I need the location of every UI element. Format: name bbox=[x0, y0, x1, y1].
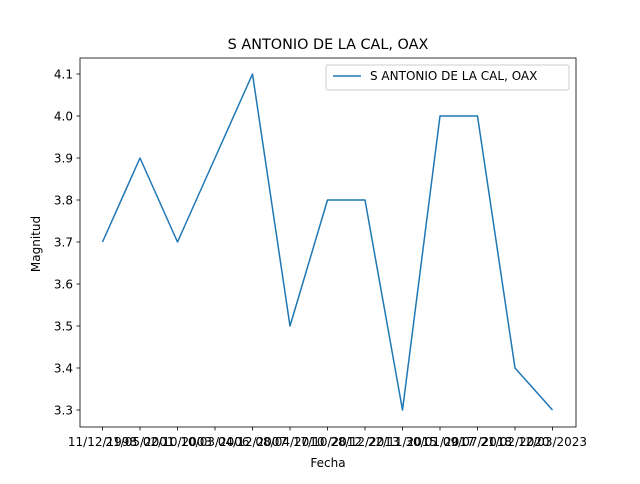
y-tick-label: 3.9 bbox=[54, 152, 73, 166]
y-tick-label: 3.8 bbox=[54, 194, 73, 208]
y-axis: 3.3 3.4 3.5 3.6 3.7 3.8 3.9 4.0 4.1 bbox=[54, 68, 80, 418]
y-tick-label: 3.5 bbox=[54, 320, 73, 334]
y-tick-label: 3.3 bbox=[54, 404, 73, 418]
plot-frame bbox=[80, 58, 576, 427]
legend-label: S ANTONIO DE LA CAL, OAX bbox=[370, 69, 537, 83]
chart-title: S ANTONIO DE LA CAL, OAX bbox=[228, 37, 429, 53]
y-tick-label: 4.1 bbox=[54, 68, 73, 82]
legend: S ANTONIO DE LA CAL, OAX bbox=[326, 65, 569, 90]
y-axis-label: Magnitud bbox=[29, 216, 43, 272]
plot-area bbox=[80, 58, 576, 427]
series-layer bbox=[102, 74, 552, 410]
y-tick-label: 3.6 bbox=[54, 278, 73, 292]
y-tick-label: 3.4 bbox=[54, 362, 73, 376]
y-tick-label: 3.7 bbox=[54, 236, 73, 250]
x-axis: 11/12/199821/05/200102/10/200310/03/2006… bbox=[68, 427, 587, 449]
series-line bbox=[103, 74, 553, 410]
x-axis-label: Fecha bbox=[310, 456, 345, 470]
x-tick-label: 12/03/2023 bbox=[518, 435, 587, 449]
y-tick-label: 4.0 bbox=[54, 110, 73, 124]
